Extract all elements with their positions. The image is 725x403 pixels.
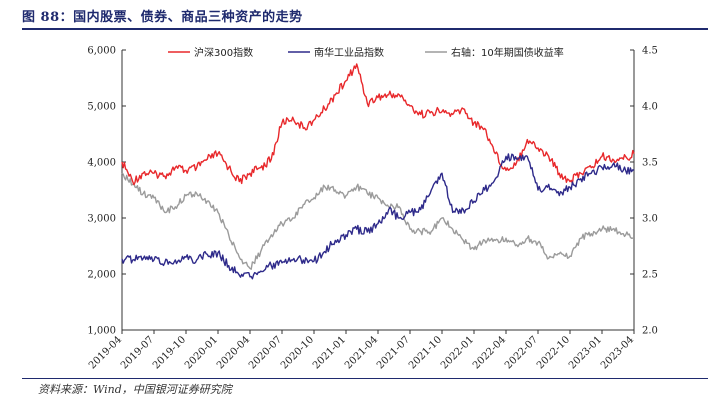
x-tick-label: 2022-01 [439, 334, 476, 371]
y-right-tick-label: 4.5 [642, 46, 658, 57]
series-line-hs300 [121, 63, 635, 186]
y-right-tick-label: 2.0 [642, 326, 658, 337]
figure-title: 图 88：国内股票、债券、商品三种资产的走势 [22, 10, 303, 25]
y-left-tick-label: 5,000 [87, 102, 116, 113]
x-tick-label: 2021-01 [311, 334, 348, 371]
x-tick-label: 2020-01 [183, 334, 220, 371]
y-left-tick-label: 4,000 [87, 158, 116, 169]
title-rule [22, 28, 708, 30]
legend-label: 南华工业品指数 [314, 46, 384, 59]
chart-series [121, 63, 635, 280]
source-note: 资料来源：Wind，中国银河证券研究院 [38, 383, 232, 396]
series-line-yield [121, 172, 635, 270]
y-right-tick-label: 4.0 [642, 102, 658, 113]
x-tick-label: 2022-10 [535, 334, 572, 371]
y-left-tick-label: 2,000 [87, 270, 116, 281]
legend-label: 沪深300指数 [194, 46, 253, 59]
x-tick-label: 2022-04 [471, 334, 508, 371]
x-tick-label: 2020-07 [247, 334, 284, 371]
x-tick-label: 2023-04 [599, 334, 636, 371]
x-tick-label: 2020-10 [279, 334, 316, 371]
x-tick-label: 2019-07 [119, 334, 156, 371]
x-tick-label: 2019-10 [151, 334, 188, 371]
y-right-tick-label: 2.5 [642, 270, 658, 281]
x-tick-label: 2021-10 [407, 334, 444, 371]
x-tick-label: 2023-01 [567, 334, 604, 371]
y-right-tick-label: 3.0 [642, 214, 658, 225]
y-left-tick-label: 6,000 [87, 46, 116, 57]
x-tick-label: 2020-04 [215, 334, 252, 371]
y-left-tick-label: 3,000 [87, 214, 116, 225]
y-left-tick-label: 1,000 [87, 326, 116, 337]
x-tick-label: 2019-04 [87, 334, 124, 371]
source-rule [22, 378, 708, 379]
x-tick-label: 2021-07 [375, 334, 412, 371]
legend-label: 右轴：10年期国债收益率 [451, 46, 564, 59]
chart-legend: 沪深300指数 南华工业品指数 右轴：10年期国债收益率 [168, 46, 564, 59]
x-tick-label: 2021-04 [343, 334, 380, 371]
x-tick-label: 2022-07 [503, 334, 540, 371]
series-line-industrial [121, 153, 635, 280]
y-right-tick-label: 3.5 [642, 158, 658, 169]
